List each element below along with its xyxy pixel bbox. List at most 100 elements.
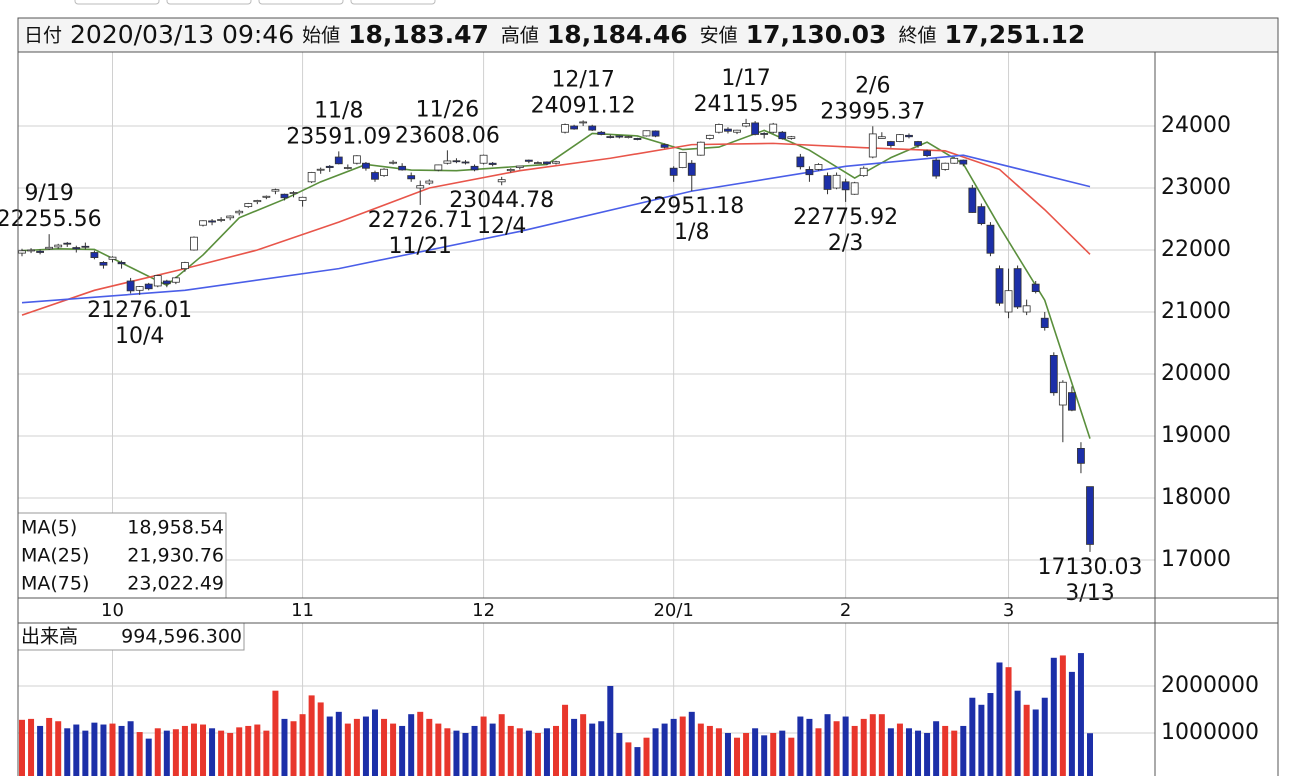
volume-bar bbox=[715, 728, 722, 776]
candle-body bbox=[524, 159, 533, 162]
volume-bar bbox=[163, 730, 170, 776]
candle-body bbox=[497, 179, 506, 183]
annotation-price: 22775.92 bbox=[793, 205, 898, 230]
volume-bar bbox=[797, 716, 804, 776]
annotation-price: 23608.06 bbox=[395, 123, 500, 148]
annotation-date: 1/8 bbox=[674, 220, 709, 245]
annotation-date: 12/4 bbox=[477, 214, 526, 239]
candle-body bbox=[868, 133, 877, 158]
legend-name: MA(75) bbox=[21, 573, 89, 595]
volume-bar bbox=[371, 709, 378, 776]
candle-body bbox=[1040, 317, 1049, 328]
volume-bar bbox=[598, 721, 605, 776]
candle-body bbox=[352, 155, 361, 164]
volume-bar bbox=[896, 723, 903, 776]
candle-body bbox=[543, 161, 551, 165]
volume-bar bbox=[317, 702, 324, 776]
volume-bar bbox=[1023, 704, 1030, 776]
volume-bar bbox=[172, 729, 179, 776]
ma-line bbox=[21, 142, 1091, 316]
candle-body bbox=[443, 160, 452, 164]
candle-body bbox=[742, 123, 750, 127]
candle-body bbox=[850, 182, 859, 195]
candle-body bbox=[841, 181, 850, 191]
candle-body bbox=[434, 164, 443, 171]
candle-body bbox=[208, 220, 216, 223]
tab-button[interactable] bbox=[166, 0, 252, 5]
candle-body bbox=[1058, 381, 1067, 406]
x-tick-label: 11 bbox=[291, 600, 314, 621]
price-frame bbox=[17, 51, 1279, 599]
candle-body bbox=[796, 156, 805, 168]
candle-body bbox=[334, 156, 343, 165]
volume-bar bbox=[987, 693, 994, 776]
candle-body bbox=[579, 121, 588, 124]
candle-body bbox=[995, 268, 1004, 304]
volume-bar bbox=[652, 728, 659, 776]
candle-body bbox=[18, 250, 26, 254]
candle-body bbox=[959, 159, 968, 165]
volume-bar bbox=[860, 718, 867, 776]
volume-bar bbox=[109, 723, 116, 776]
candle-body bbox=[244, 203, 253, 208]
tab-button[interactable] bbox=[258, 0, 344, 5]
candle-body bbox=[280, 193, 289, 199]
candle-body bbox=[54, 244, 63, 248]
volume-bar bbox=[1077, 653, 1084, 776]
volume-legend bbox=[17, 622, 245, 651]
candle-body bbox=[36, 250, 45, 253]
annotation-date: 1/17 bbox=[721, 66, 770, 91]
candle-body bbox=[135, 286, 144, 291]
candle-body bbox=[289, 192, 298, 194]
candle-body bbox=[769, 123, 778, 133]
candle-body bbox=[832, 174, 841, 189]
volume-bar bbox=[498, 714, 505, 776]
volume-bar bbox=[426, 718, 433, 776]
candle-body bbox=[343, 167, 352, 169]
volume-bar bbox=[697, 723, 704, 776]
volume-bar bbox=[833, 721, 840, 776]
candle-body bbox=[724, 128, 732, 132]
legend-value: 18,958.54 bbox=[127, 517, 224, 539]
volume-bar bbox=[688, 711, 695, 776]
volume-bar bbox=[64, 728, 71, 776]
candle-body bbox=[72, 247, 81, 250]
volume-bar bbox=[73, 724, 80, 776]
candle-body bbox=[823, 175, 832, 190]
x-tick-label: 3 bbox=[1003, 600, 1014, 621]
volume-bar bbox=[752, 728, 759, 776]
volume-bar bbox=[915, 730, 922, 776]
candle-body bbox=[1049, 355, 1058, 394]
volume-bar bbox=[55, 721, 62, 776]
volume-bar bbox=[1050, 657, 1057, 776]
candle-body bbox=[398, 165, 407, 171]
candle-body bbox=[624, 136, 633, 138]
tab-button[interactable] bbox=[74, 0, 160, 5]
legend-value: 21,930.76 bbox=[127, 545, 224, 567]
volume-bar bbox=[299, 714, 306, 776]
volume-bar bbox=[625, 742, 632, 776]
annotation-date: 2/3 bbox=[828, 231, 863, 256]
candle-body bbox=[968, 187, 977, 213]
candle-body bbox=[669, 167, 678, 176]
volume-bar bbox=[145, 738, 152, 776]
volume-bar bbox=[1087, 733, 1093, 776]
candle-body bbox=[144, 283, 153, 290]
volume-bar bbox=[878, 714, 885, 776]
volume-bar bbox=[806, 718, 813, 776]
volume-bar bbox=[362, 716, 369, 776]
candle-body bbox=[217, 219, 226, 221]
candle-body bbox=[977, 206, 986, 225]
candle-body bbox=[986, 224, 995, 254]
price-label: 始値 bbox=[302, 25, 340, 47]
volume-bar bbox=[245, 725, 252, 776]
candle-body bbox=[307, 172, 316, 183]
candle-body bbox=[470, 165, 479, 171]
tab-button[interactable] bbox=[350, 0, 436, 5]
volume-bar bbox=[190, 723, 197, 776]
volume-bar bbox=[643, 737, 650, 776]
candle-body bbox=[923, 150, 931, 156]
candle-body bbox=[1004, 290, 1013, 313]
annotation-price: 24091.12 bbox=[531, 93, 636, 118]
volume-bar bbox=[507, 725, 514, 776]
